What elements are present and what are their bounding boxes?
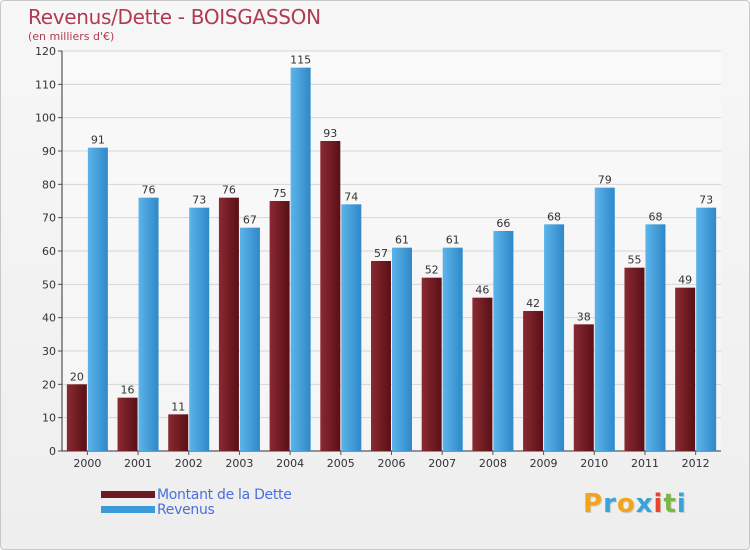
bar-revenus bbox=[87, 147, 108, 451]
x-tick-label: 2012 bbox=[682, 457, 710, 470]
bar-dette bbox=[320, 141, 341, 451]
x-tick-label: 2011 bbox=[631, 457, 659, 470]
bar-dette bbox=[472, 297, 493, 451]
x-tick-label: 2000 bbox=[73, 457, 101, 470]
data-label-dette: 42 bbox=[526, 297, 540, 310]
data-label-revenus: 76 bbox=[142, 184, 156, 197]
bar-dette bbox=[66, 384, 87, 451]
bar-dette bbox=[269, 201, 290, 451]
data-label-dette: 46 bbox=[475, 284, 489, 297]
y-tick-label: 10 bbox=[42, 412, 56, 425]
data-label-dette: 75 bbox=[273, 187, 287, 200]
data-label-revenus: 61 bbox=[395, 234, 409, 247]
x-tick-label: 2004 bbox=[276, 457, 304, 470]
bar-revenus bbox=[696, 207, 717, 451]
bar-revenus bbox=[341, 204, 362, 451]
data-label-revenus: 73 bbox=[699, 194, 713, 207]
bar-revenus bbox=[290, 67, 311, 452]
chart-subtitle: (en milliers d'€) bbox=[28, 30, 115, 43]
data-label-revenus: 67 bbox=[243, 214, 257, 227]
y-tick-label: 120 bbox=[35, 45, 56, 58]
bar-revenus bbox=[189, 207, 210, 451]
y-tick-label: 80 bbox=[42, 178, 56, 191]
legend-item-revenus: Revenus bbox=[101, 501, 292, 518]
data-label-dette: 76 bbox=[222, 184, 236, 197]
x-tick-label: 2005 bbox=[327, 457, 355, 470]
x-tick-label: 2008 bbox=[479, 457, 507, 470]
bar-dette bbox=[573, 324, 594, 451]
y-tick-label: 110 bbox=[35, 78, 56, 91]
bar-dette bbox=[371, 261, 391, 451]
x-tick-label: 2010 bbox=[580, 457, 608, 470]
legend-label-revenus: Revenus bbox=[157, 501, 215, 518]
chart-title: Revenus/Dette - BOISGASSON bbox=[28, 5, 321, 29]
y-tick-label: 100 bbox=[35, 112, 56, 125]
data-label-dette: 38 bbox=[577, 310, 591, 323]
logo-letter: t bbox=[663, 489, 677, 519]
bar-dette bbox=[421, 277, 442, 451]
y-tick-label: 70 bbox=[42, 212, 56, 225]
data-label-revenus: 61 bbox=[446, 234, 460, 247]
data-label-revenus: 74 bbox=[344, 190, 358, 203]
logo-letter: r bbox=[603, 489, 617, 519]
bar-revenus bbox=[392, 247, 412, 451]
x-tick-label: 2002 bbox=[175, 457, 203, 470]
x-tick-label: 2009 bbox=[530, 457, 558, 470]
data-label-dette: 16 bbox=[121, 384, 135, 397]
logo-letter: P bbox=[583, 489, 604, 519]
data-label-revenus: 91 bbox=[91, 134, 105, 147]
data-label-revenus: 68 bbox=[547, 210, 561, 223]
bar-revenus bbox=[493, 231, 514, 451]
data-label-dette: 93 bbox=[323, 127, 337, 140]
bar-revenus bbox=[442, 247, 463, 451]
data-label-dette: 20 bbox=[70, 370, 84, 383]
data-label-dette: 49 bbox=[678, 274, 692, 287]
y-tick-label: 50 bbox=[42, 278, 56, 291]
x-tick-label: 2007 bbox=[428, 457, 456, 470]
logo-letter: i bbox=[676, 489, 687, 519]
bar-dette bbox=[624, 267, 645, 451]
data-label-revenus: 66 bbox=[496, 217, 510, 230]
y-tick-label: 40 bbox=[42, 312, 56, 325]
bar-revenus bbox=[645, 224, 666, 451]
legend-item-dette: Montant de la Dette bbox=[101, 486, 292, 503]
y-tick-label: 90 bbox=[42, 145, 56, 158]
bar-dette bbox=[523, 311, 544, 451]
bar-revenus bbox=[544, 224, 565, 451]
x-tick-label: 2003 bbox=[225, 457, 253, 470]
data-label-dette: 57 bbox=[374, 247, 388, 260]
data-label-revenus: 73 bbox=[192, 194, 206, 207]
x-tick-label: 2006 bbox=[378, 457, 406, 470]
bar-dette bbox=[218, 197, 239, 451]
y-tick-label: 60 bbox=[42, 245, 56, 258]
legend-swatch-dette bbox=[101, 491, 155, 498]
logo-letter: i bbox=[653, 489, 664, 519]
bar-revenus bbox=[594, 187, 615, 451]
legend-swatch-revenus bbox=[101, 506, 155, 513]
data-label-revenus: 68 bbox=[648, 210, 662, 223]
y-tick-label: 20 bbox=[42, 378, 56, 391]
bar-revenus bbox=[138, 197, 159, 451]
data-label-dette: 52 bbox=[425, 264, 439, 277]
logo-letter: o bbox=[616, 489, 636, 519]
y-tick-label: 30 bbox=[42, 345, 56, 358]
x-tick-label: 2001 bbox=[124, 457, 152, 470]
bar-revenus bbox=[239, 227, 260, 451]
legend: Montant de la Dette Revenus bbox=[101, 486, 292, 518]
y-tick-label: 0 bbox=[49, 445, 56, 458]
logo-letter: x bbox=[635, 489, 654, 519]
bar-dette bbox=[675, 287, 696, 451]
data-label-dette: 55 bbox=[627, 254, 641, 267]
bar-dette bbox=[117, 397, 138, 451]
data-label-revenus: 79 bbox=[598, 174, 612, 187]
bar-dette bbox=[168, 414, 189, 451]
data-label-revenus: 115 bbox=[290, 54, 311, 67]
legend-label-dette: Montant de la Dette bbox=[157, 486, 292, 503]
proxiti-logo: Proxiti bbox=[583, 489, 687, 519]
data-label-dette: 11 bbox=[171, 400, 185, 413]
